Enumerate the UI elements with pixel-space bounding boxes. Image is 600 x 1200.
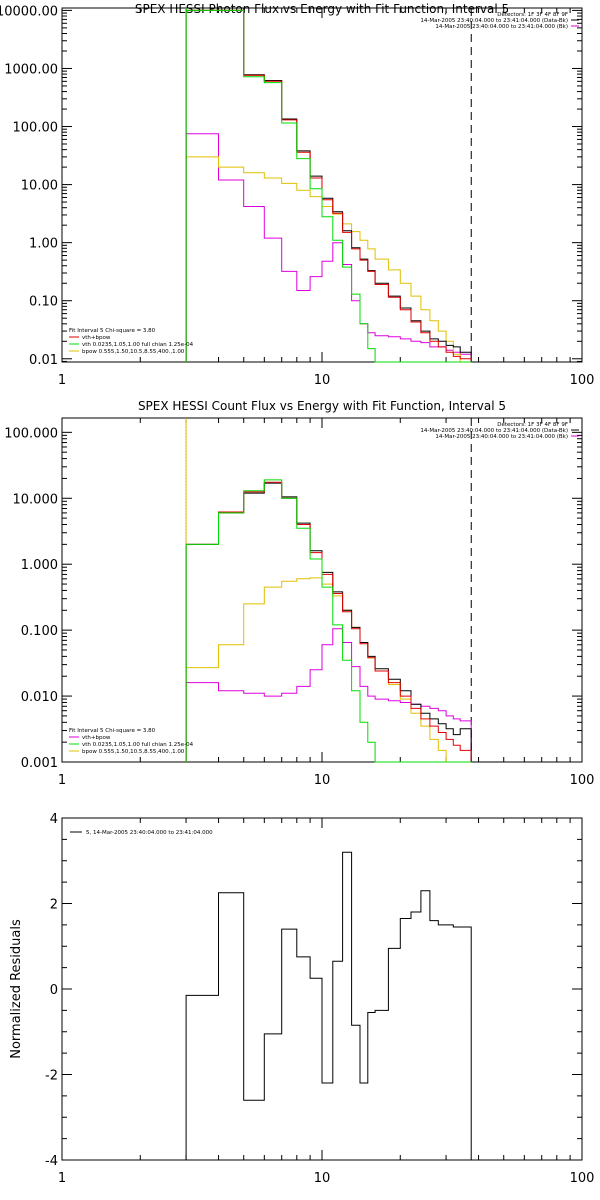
y-tick-label: 1000.00 bbox=[4, 62, 58, 77]
fit-label: Fit Interval 5 Chi-square = 3.80 bbox=[69, 328, 156, 334]
y-tick-label: 0.001 bbox=[21, 756, 58, 771]
x-tick-label: 100 bbox=[570, 373, 595, 388]
fit-legend-label: bpow 0.555,1.50,10.5,8.55,400.,1.00 bbox=[82, 749, 185, 755]
fit-legend-label: vth+bpow bbox=[82, 335, 111, 341]
series-bpow-line bbox=[185, 156, 472, 363]
series-total-line bbox=[185, 481, 472, 762]
fit-legend-label: vth 0.0235,1.05,1.00 full chian 1.25e-04 bbox=[82, 742, 194, 748]
y-tick-label: 1.00 bbox=[29, 237, 58, 252]
fit-legend-label: vth+bpow bbox=[82, 735, 111, 741]
series-background-line bbox=[185, 628, 472, 762]
y-tick-label: 0.010 bbox=[21, 690, 58, 705]
y-tick-label: 4 bbox=[50, 812, 58, 827]
x-tick-label: 100 bbox=[570, 1171, 595, 1186]
y-tick-label: 10000.00 bbox=[0, 4, 58, 19]
chart-title: SPEX HESSI Count Flux vs Energy with Fit… bbox=[138, 399, 506, 413]
info-line: 14-Mar-2005 23:40:04.000 to 23:41:04.000… bbox=[420, 428, 568, 434]
series-background-line bbox=[185, 133, 472, 362]
plot-frame bbox=[61, 417, 583, 763]
y-tick-label: 10.00 bbox=[21, 179, 58, 194]
fit-legend-label: bpow 0.555,1.50,10.5,8.55,400.,1.00 bbox=[82, 349, 185, 355]
x-tick-label: 10 bbox=[314, 373, 331, 388]
y-tick-label: -2 bbox=[45, 1069, 58, 1084]
series-bpow-line bbox=[185, 577, 472, 763]
x-tick-label: 10 bbox=[314, 773, 331, 788]
y-tick-label: 0.100 bbox=[21, 624, 58, 639]
x-tick-label: 1 bbox=[58, 1171, 66, 1186]
info-line: 14-Mar-2005 23:40:04.000 to 23:41:04.000… bbox=[420, 18, 568, 24]
info-line: 14-Mar-2005 23:40:04.000 to 23:41:04.000… bbox=[435, 434, 568, 440]
y-tick-label: 100.000 bbox=[4, 426, 58, 441]
chart-panel-3: 1 10 100 -4 -2 0 2 4 Normalized Residuals 5, 14-M… bbox=[9, 812, 594, 1186]
chart-panel-2: SPEX HESSI Count Flux vs Energy with Fit… bbox=[4, 399, 594, 788]
y-tick-label: 2 bbox=[50, 898, 58, 913]
info-line: Detectors: 1F 3F 4F 8F 9F bbox=[497, 422, 568, 428]
y-tick-label: -4 bbox=[45, 1154, 58, 1169]
y-axis-label: Normalized Residuals bbox=[9, 919, 24, 1059]
y-tick-label: 10.000 bbox=[13, 492, 59, 507]
chart-panel-1: SPEX HESSI Photon Flux vs Energy with Fi… bbox=[0, 2, 594, 388]
series-data-line bbox=[185, 482, 472, 762]
residual-legend-label: 5, 14-Mar-2005 23:40:04.000 to 23:41:04.… bbox=[86, 830, 213, 836]
y-tick-label: 0.01 bbox=[29, 353, 58, 368]
x-tick-label: 1 bbox=[58, 773, 66, 788]
series-vth-line bbox=[185, 479, 472, 763]
x-tick-label: 10 bbox=[314, 1171, 331, 1186]
fit-legend-label: vth 0.0235,1.05,1.00 full chian 1.25e-04 bbox=[82, 342, 194, 348]
x-tick-label: 1 bbox=[58, 373, 66, 388]
y-tick-label: 1.000 bbox=[21, 558, 58, 573]
series-vth-line bbox=[185, 9, 472, 363]
y-tick-label: 0.10 bbox=[29, 295, 58, 310]
x-tick-label: 100 bbox=[570, 773, 595, 788]
info-line: Detectors: 1F 3F 4F 8F 9F bbox=[497, 12, 568, 18]
residuals-line bbox=[185, 851, 472, 1160]
info-line: 14-Mar-2005 23:40:04.000 to 23:41:04.000… bbox=[435, 24, 568, 30]
y-tick-label: 100.00 bbox=[13, 121, 59, 136]
y-tick-label: 0 bbox=[50, 983, 58, 998]
fit-label: Fit Interval 5 Chi-square = 3.80 bbox=[69, 728, 156, 734]
